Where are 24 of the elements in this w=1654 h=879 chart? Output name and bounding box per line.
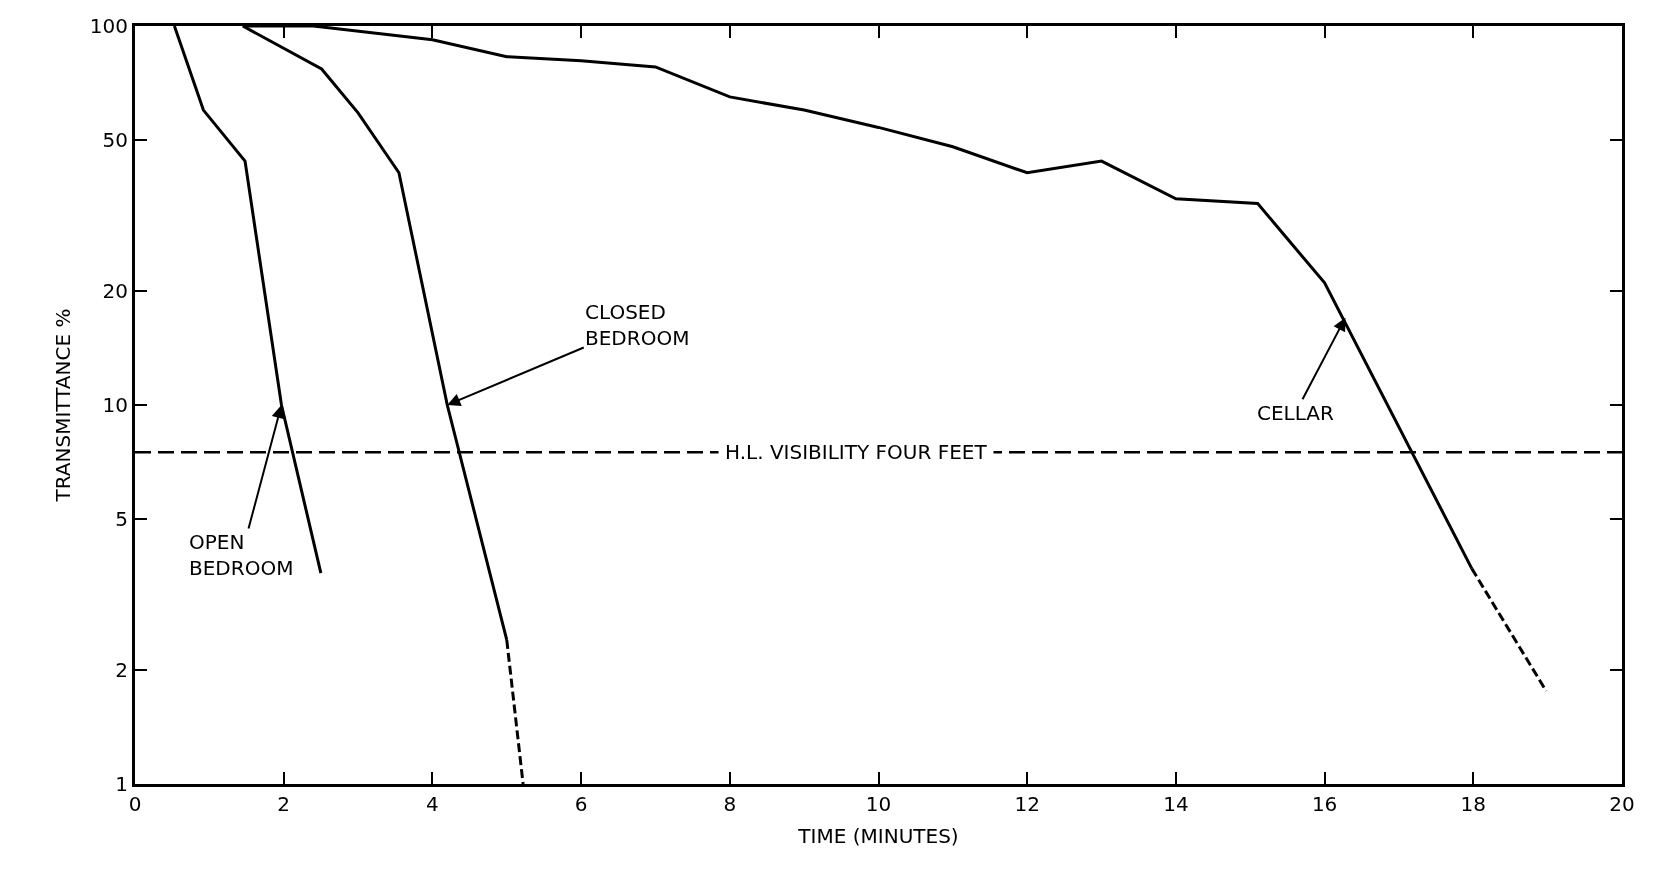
ref-line-label: H.L. VISIBILITY FOUR FEET: [725, 440, 988, 464]
y-tick-label: 5: [115, 507, 128, 532]
y-tick-label: 2: [115, 657, 128, 682]
x-tick-label: 16: [1311, 792, 1338, 816]
x-tick-label: 20: [1609, 792, 1635, 816]
y-tick-label: 1: [115, 772, 128, 796]
x-tick-label: 8: [723, 792, 737, 816]
y-axis-title: TRANSMITTANCE %: [51, 308, 76, 503]
x-tick-label: 12: [1014, 792, 1040, 816]
x-axis-title: TIME (MINUTES): [797, 823, 959, 848]
x-tick-label: 18: [1460, 792, 1487, 816]
annotation: OPEN BEDROOM: [189, 530, 294, 580]
x-tick-label: 6: [574, 792, 588, 816]
y-tick-label: 50: [102, 128, 128, 153]
annotation: CLOSED BEDROOM: [585, 300, 690, 350]
annotation: CELLAR: [1257, 401, 1335, 425]
x-tick-label: 0: [128, 792, 142, 816]
y-tick-label: 20: [102, 278, 128, 303]
y-tick-label: 10: [102, 393, 128, 417]
x-tick-label: 14: [1163, 792, 1189, 816]
y-tick-label: 100: [89, 14, 128, 38]
x-tick-label: 4: [426, 792, 439, 816]
x-tick-label: 10: [865, 792, 892, 816]
x-tick-label: 2: [277, 792, 291, 816]
